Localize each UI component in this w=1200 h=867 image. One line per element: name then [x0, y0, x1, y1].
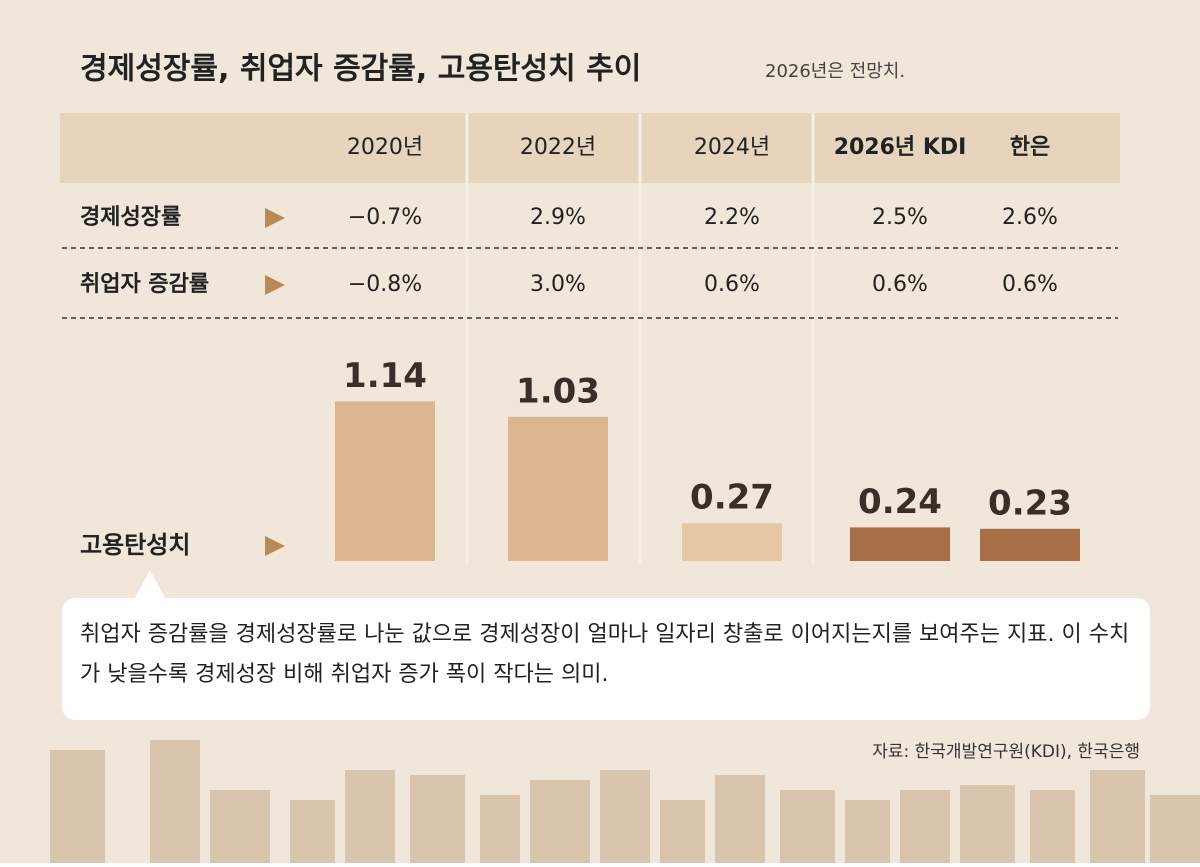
cell: 3.0% — [530, 272, 586, 297]
column-header: 2020년 — [347, 135, 423, 160]
arrow — [265, 536, 285, 556]
column-header: 2024년 — [694, 135, 770, 160]
value-label: 0.27 — [690, 478, 774, 518]
value-label: 1.14 — [343, 356, 427, 396]
title: 경제성장률, 취업자 증감률, 고용탄성치 추이 — [80, 52, 641, 87]
note-box — [62, 570, 1150, 720]
arrow — [265, 275, 285, 295]
column-dividers — [465, 113, 815, 563]
note-container: 취업자 증감률을 경제성장률로 나눈 값으로 경제성장이 얼마나 일자리 창출로… — [80, 622, 1130, 687]
bar — [682, 523, 782, 561]
bar — [980, 528, 1080, 561]
source: 자료: 한국개발연구원(KDI), 한국은행 — [872, 742, 1140, 762]
bar — [508, 416, 608, 561]
row-label: 취업자 증감률 — [80, 272, 209, 297]
bar — [335, 401, 435, 561]
cell: −0.8% — [348, 272, 422, 297]
cell: 0.6% — [1002, 272, 1058, 297]
arrow — [265, 208, 285, 228]
header-band — [60, 113, 1120, 183]
cell: 0.6% — [872, 272, 928, 297]
column-header: 2022년 — [520, 135, 596, 160]
cell: −0.7% — [348, 205, 422, 230]
bar — [850, 527, 950, 561]
row-dividers — [62, 247, 1118, 319]
column-header: 한은 — [1010, 135, 1050, 160]
row-label: 경제성장률 — [80, 205, 181, 230]
cell: 2.2% — [704, 205, 760, 230]
value-label: 0.23 — [988, 483, 1072, 523]
skyline — [50, 740, 1200, 863]
value-label: 0.24 — [858, 482, 942, 522]
value-label: 1.03 — [516, 371, 600, 411]
bar-section-label: 고용탄성치 — [80, 531, 190, 559]
cell: 2.6% — [1002, 205, 1058, 230]
cell: 2.9% — [530, 205, 586, 230]
subtitle: 2026년은 전망치. — [765, 61, 905, 82]
cell: 2.5% — [872, 205, 928, 230]
column-header: 2026년 KDI — [834, 135, 967, 160]
note: 취업자 증감률을 경제성장률로 나눈 값으로 경제성장이 얼마나 일자리 창출로… — [80, 622, 1130, 687]
cell: 0.6% — [704, 272, 760, 297]
